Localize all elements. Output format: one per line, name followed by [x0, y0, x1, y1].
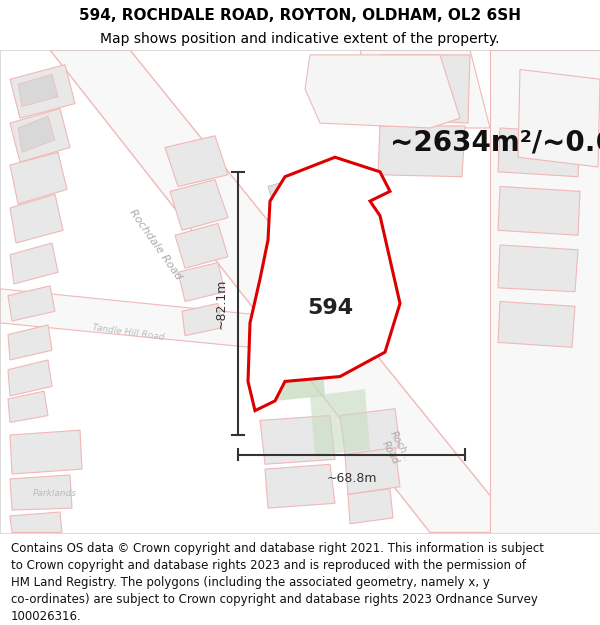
Polygon shape — [10, 194, 63, 243]
Polygon shape — [10, 109, 70, 162]
Polygon shape — [50, 50, 520, 532]
Polygon shape — [10, 152, 67, 204]
Text: Tandle Hill Road: Tandle Hill Road — [91, 323, 164, 342]
Text: to Crown copyright and database rights 2023 and is reproduced with the permissio: to Crown copyright and database rights 2… — [11, 559, 526, 572]
Polygon shape — [280, 323, 352, 372]
Polygon shape — [10, 64, 75, 118]
Polygon shape — [175, 224, 228, 268]
Polygon shape — [498, 245, 578, 292]
Polygon shape — [268, 167, 348, 226]
Text: ~68.8m: ~68.8m — [326, 472, 377, 485]
Polygon shape — [260, 416, 335, 464]
Polygon shape — [360, 50, 490, 128]
Polygon shape — [10, 243, 58, 284]
Polygon shape — [8, 325, 52, 360]
Polygon shape — [348, 489, 393, 524]
Polygon shape — [170, 179, 228, 231]
Polygon shape — [345, 448, 400, 494]
Text: ~2634m²/~0.651ac.: ~2634m²/~0.651ac. — [390, 129, 600, 157]
Polygon shape — [178, 262, 225, 301]
Polygon shape — [378, 126, 465, 177]
Polygon shape — [340, 409, 400, 454]
Polygon shape — [0, 289, 300, 352]
Text: co-ordinates) are subject to Crown copyright and database rights 2023 Ordnance S: co-ordinates) are subject to Crown copyr… — [11, 593, 538, 606]
Polygon shape — [265, 464, 335, 508]
Polygon shape — [378, 55, 470, 123]
Polygon shape — [10, 430, 82, 474]
Polygon shape — [498, 128, 580, 177]
Polygon shape — [182, 303, 222, 336]
Text: Parklands: Parklands — [33, 489, 77, 498]
Polygon shape — [270, 338, 325, 401]
Polygon shape — [490, 50, 600, 532]
Polygon shape — [272, 217, 350, 274]
Polygon shape — [498, 186, 580, 235]
Text: 100026316.: 100026316. — [11, 610, 82, 623]
Polygon shape — [276, 276, 350, 328]
Text: 594, ROCHDALE ROAD, ROYTON, OLDHAM, OL2 6SH: 594, ROCHDALE ROAD, ROYTON, OLDHAM, OL2 … — [79, 8, 521, 22]
Text: Contains OS data © Crown copyright and database right 2021. This information is : Contains OS data © Crown copyright and d… — [11, 542, 544, 555]
Text: Rochdale Road: Rochdale Road — [127, 208, 183, 282]
Polygon shape — [498, 301, 575, 348]
Text: Roch...
Road: Roch... Road — [377, 430, 412, 469]
Polygon shape — [305, 55, 460, 128]
Polygon shape — [18, 116, 55, 152]
Polygon shape — [8, 360, 52, 396]
Polygon shape — [10, 475, 72, 510]
Text: HM Land Registry. The polygons (including the associated geometry, namely x, y: HM Land Registry. The polygons (includin… — [11, 576, 490, 589]
Polygon shape — [165, 136, 228, 186]
Polygon shape — [10, 512, 62, 532]
Text: 594: 594 — [307, 298, 353, 318]
Polygon shape — [8, 286, 55, 321]
Text: ~82.1m: ~82.1m — [215, 278, 228, 329]
Polygon shape — [310, 389, 370, 456]
Polygon shape — [8, 391, 48, 422]
Polygon shape — [248, 158, 400, 411]
Text: Map shows position and indicative extent of the property.: Map shows position and indicative extent… — [100, 32, 500, 46]
Polygon shape — [18, 74, 58, 106]
Polygon shape — [518, 69, 600, 167]
